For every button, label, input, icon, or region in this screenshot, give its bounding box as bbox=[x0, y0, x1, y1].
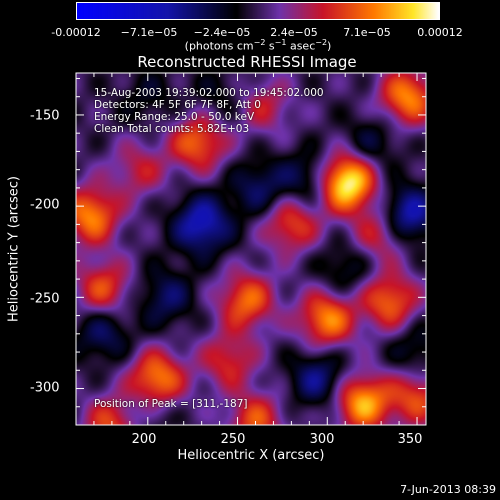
heatmap-image bbox=[76, 73, 426, 425]
y-ticks bbox=[76, 77, 426, 426]
colorbar-tick-label: -0.00012 bbox=[51, 26, 101, 39]
y-tick-label: -150 bbox=[30, 108, 60, 124]
colorbar-tick-label: 0.00012 bbox=[417, 26, 463, 39]
colorbar bbox=[76, 2, 440, 20]
colorbar-gradient bbox=[77, 3, 439, 19]
colorbar-tick-label: 2.4e−05 bbox=[270, 26, 318, 39]
y-tick-label: -250 bbox=[30, 291, 60, 307]
clean-counts-line: Clean Total counts: 5.82E+03 bbox=[94, 123, 250, 135]
x-ticks bbox=[75, 73, 418, 425]
y-tick-label: -300 bbox=[30, 380, 60, 396]
x-tick-label: 350 bbox=[397, 432, 423, 447]
x-tick-label: 250 bbox=[220, 432, 246, 447]
x-axis-label: Heliocentric X (arcsec) bbox=[177, 448, 325, 463]
plot-frame bbox=[75, 72, 427, 426]
colorbar-unit: (photons cm−2 s−1 asec−2) bbox=[184, 38, 332, 53]
x-tick-label: 300 bbox=[309, 432, 335, 447]
peak-position: Position of Peak = [311,-187] bbox=[94, 398, 248, 410]
detectors-line: Detectors: 4F 5F 6F 7F 8F, Att 0 bbox=[94, 99, 261, 111]
chart-title: Reconstructed RHESSI Image bbox=[137, 53, 357, 71]
footer-date: 7-Jun-2013 08:39 bbox=[400, 483, 496, 496]
colorbar-tick-label: −7.1e−05 bbox=[120, 26, 178, 39]
x-tick-label: 200 bbox=[131, 432, 157, 447]
colorbar-tick-label: −2.4e−05 bbox=[193, 26, 251, 39]
observation-time: 15-Aug-2003 19:39:02.000 to 19:45:02.000 bbox=[94, 87, 324, 99]
colorbar-tick-label: 7.1e−05 bbox=[343, 26, 391, 39]
y-axis-label: Heliocentric Y (arcsec) bbox=[6, 176, 22, 322]
energy-range-line: Energy Range: 25.0 - 50.0 keV bbox=[94, 111, 255, 123]
y-tick-label: -200 bbox=[30, 197, 60, 213]
